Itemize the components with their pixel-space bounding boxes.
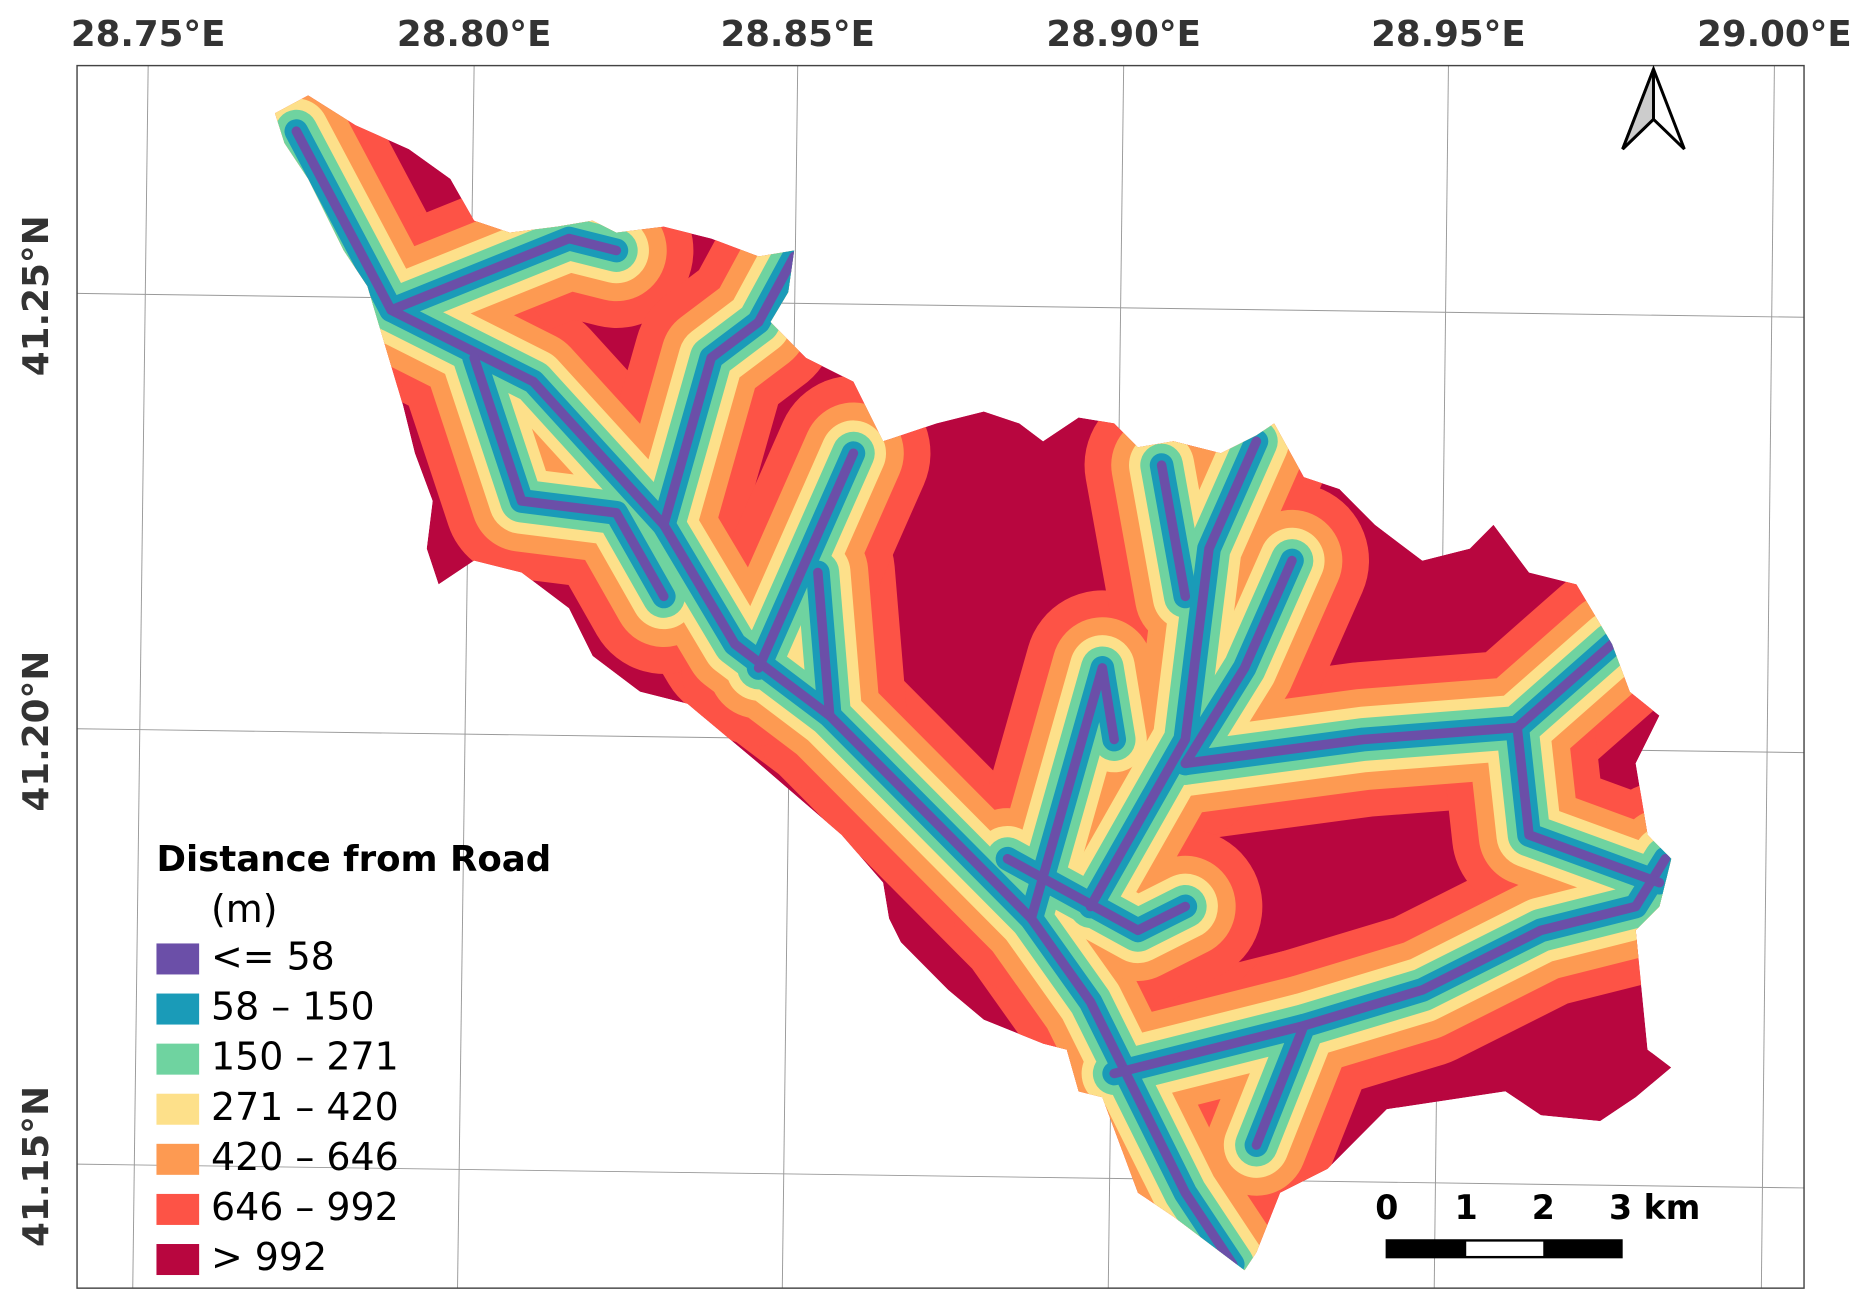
watershed [274,95,1672,1271]
distance-band [1180,555,1297,769]
distance-band [469,353,669,602]
legend-label: <= 58 [211,934,335,978]
distance-band [1512,722,1665,888]
distance-band [386,233,622,315]
distance-band [1251,1020,1309,1150]
longitude-label: 28.95°E [1371,14,1525,55]
scale-bar [1385,1239,1623,1259]
latitude-label: 41.20°N [16,651,57,812]
legend-swatch [156,1193,200,1225]
distance-band [1085,436,1262,912]
legend-unit: (m) [211,887,278,931]
legend-swatch [156,1143,200,1175]
distance-band [1180,639,1617,769]
distance-band [813,567,835,721]
legend-title: Distance from Road [156,839,551,880]
distance-band [659,251,799,530]
distance-band [1156,460,1191,602]
distance-band [1026,663,1119,924]
legend-label: 271 – 420 [211,1085,399,1129]
legend-label: > 992 [211,1235,327,1279]
longitude-label: 28.85°E [720,14,874,55]
latitude-label: 41.25°N [16,215,57,376]
distance-band [291,126,1238,1270]
map-frame [76,64,1805,1289]
longitude-label: 28.80°E [397,14,551,55]
longitude-label: 28.90°E [1046,14,1200,55]
scale-label: 0 [1375,1188,1398,1227]
legend-swatch [156,1244,200,1276]
legend-swatch [156,943,200,975]
scale-label: 1 [1455,1188,1478,1227]
legend-label: 58 – 150 [211,984,375,1028]
latitude-label: 41.15°N [16,1086,57,1247]
distance-band [753,448,859,673]
longitude-label: 29.00°E [1697,14,1851,55]
legend-label: 646 – 992 [211,1185,399,1229]
legend-swatch [156,1093,200,1125]
scale-label: 2 [1532,1188,1555,1227]
legend-label: 150 – 271 [211,1035,399,1079]
distance-band [1002,853,1191,936]
north-arrow [1621,65,1686,151]
scale-label: 3 km [1609,1188,1700,1227]
longitude-label: 28.75°E [71,14,225,55]
legend-swatch [156,1043,200,1075]
legend-swatch [156,993,200,1025]
legend-label: 420 – 646 [211,1135,399,1179]
distance-band [1109,853,1671,1079]
